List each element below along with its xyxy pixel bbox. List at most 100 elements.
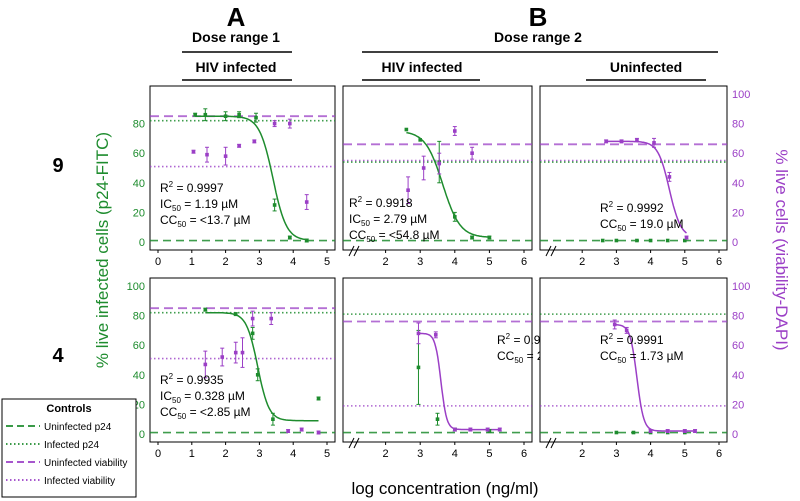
stat-line: CC50 = 1.73 µM: [600, 349, 684, 365]
x-tick-label: 0: [155, 448, 161, 460]
legend-item-infected-viability: Infected viability: [44, 476, 115, 487]
p24-point: [614, 430, 619, 435]
x-tick-label: 5: [324, 448, 330, 460]
p24-point: [435, 417, 440, 421]
y-axis-left-title: % live infected cells (p24-FITC): [93, 132, 112, 368]
x-tick-label: 6: [716, 256, 722, 268]
group-uninfected: Uninfected: [610, 59, 682, 75]
legend-item-infected-p24: Infected p24: [44, 440, 99, 451]
p24-point: [404, 127, 409, 132]
legend-item-uninfected-p24: Uninfected p24: [44, 422, 112, 433]
y-left-tick-label: 20: [133, 207, 145, 219]
y-axis-right-title: % live cells (viability-DAPI): [772, 149, 791, 350]
x-tick-label: 2: [383, 448, 389, 460]
x-tick-label: 4: [452, 448, 458, 460]
y-right-tick-label: 0: [732, 429, 738, 441]
p24-point: [631, 430, 636, 435]
x-tick-label: 5: [682, 448, 688, 460]
viability-point: [667, 175, 672, 179]
dose-range-2-title: Dose range 2: [494, 29, 582, 45]
p24-point: [193, 112, 197, 117]
p24-point: [304, 238, 309, 243]
p24-point: [288, 235, 292, 240]
viability-point: [470, 151, 474, 155]
viability-point: [665, 429, 670, 433]
y-right-tick-label: 20: [732, 399, 744, 411]
viability-point: [652, 141, 656, 145]
viability-point: [406, 188, 410, 192]
viability-point: [468, 427, 473, 432]
p24-point: [316, 396, 321, 401]
viability-point: [648, 429, 653, 433]
axis-break-mark: [545, 437, 557, 449]
p24-point: [418, 138, 422, 142]
stat-line: R2 = 0.9992: [600, 200, 664, 215]
y-right-tick-label: 100: [732, 89, 750, 101]
panel-4-B2: 2 3 4 5 60 20 40 60 80 100 R2 = 0.9991 CC50 = 1.73 …: [539, 277, 750, 460]
x-axis-title: log concentration (ng/ml): [351, 479, 538, 498]
x-tick-label: 2: [383, 256, 389, 268]
group-hiv-infected-1: HIV infected: [196, 59, 277, 75]
axis-break-mark: [348, 245, 360, 257]
x-tick-label: 5: [324, 256, 330, 268]
y-right-tick-label: 40: [732, 178, 744, 190]
x-tick-label: 5: [486, 256, 492, 268]
x-tick-label: 2: [223, 448, 229, 460]
viability-point: [220, 355, 225, 359]
x-tick-label: 1: [189, 448, 195, 460]
viability-point: [437, 161, 442, 166]
y-left-tick-label: 80: [133, 119, 145, 131]
group-hiv-infected-2: HIV infected: [382, 59, 463, 75]
stat-line: CC50 = <13.7 µM: [160, 213, 251, 229]
x-tick-label: 2: [579, 256, 585, 268]
legend-item-uninfected-viability: Uninfected viability: [44, 458, 127, 469]
axis-break-mark: [348, 437, 360, 449]
stat-line: IC50 = 2.79 µM: [349, 212, 427, 228]
row-label-compound-9: 9: [52, 155, 63, 177]
p24-point: [416, 365, 421, 370]
x-tick-label: 3: [417, 448, 423, 460]
x-tick-label: 2: [579, 448, 585, 460]
stat-line: R2 = 0.9997: [160, 180, 224, 195]
p24-point: [255, 373, 260, 377]
viability-point: [299, 427, 304, 432]
x-tick-label: 6: [521, 256, 527, 268]
panel-frame: [149, 85, 336, 251]
viability-point: [485, 427, 490, 432]
viability-point: [683, 429, 687, 433]
viability-point: [635, 138, 639, 142]
viability-point: [237, 144, 241, 148]
x-tick-label: 4: [290, 256, 296, 268]
y-right-tick-label: 80: [732, 311, 744, 323]
stat-line: IC50 = 1.19 µM: [160, 197, 238, 213]
dose-range-1-title: Dose range 1: [192, 29, 280, 45]
viability-point: [240, 350, 245, 355]
p24-point: [250, 331, 255, 336]
y-left-tick-label: 40: [133, 370, 145, 382]
p24-point: [237, 112, 241, 117]
viability-point: [433, 333, 438, 337]
x-tick-label: 3: [613, 448, 619, 460]
viability-point: [604, 139, 608, 144]
y-left-tick-label: 0: [139, 237, 145, 249]
p24-point: [683, 238, 687, 243]
viability-point: [684, 235, 689, 240]
panel-frame: [539, 85, 728, 251]
p24-point: [470, 235, 474, 240]
p24-point: [600, 238, 605, 243]
stat-line: CC50 = <54.8 µM: [349, 228, 440, 244]
y-left-tick-label: 60: [133, 148, 145, 160]
p24-point: [254, 115, 258, 120]
viability-point: [612, 322, 617, 327]
p24-point: [487, 235, 492, 240]
x-tick-label: 3: [256, 448, 262, 460]
viability-point: [453, 129, 457, 133]
y-left-tick-label: 60: [133, 340, 145, 352]
x-tick-label: 1: [189, 256, 195, 268]
legend: Controls Uninfected p24 Infected p24 Uni…: [1, 398, 137, 498]
